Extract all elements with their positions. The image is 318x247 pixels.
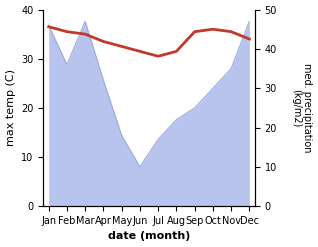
Y-axis label: max temp (C): max temp (C) (5, 69, 16, 146)
Y-axis label: med. precipitation
(kg/m2): med. precipitation (kg/m2) (291, 63, 313, 153)
X-axis label: date (month): date (month) (108, 231, 190, 242)
